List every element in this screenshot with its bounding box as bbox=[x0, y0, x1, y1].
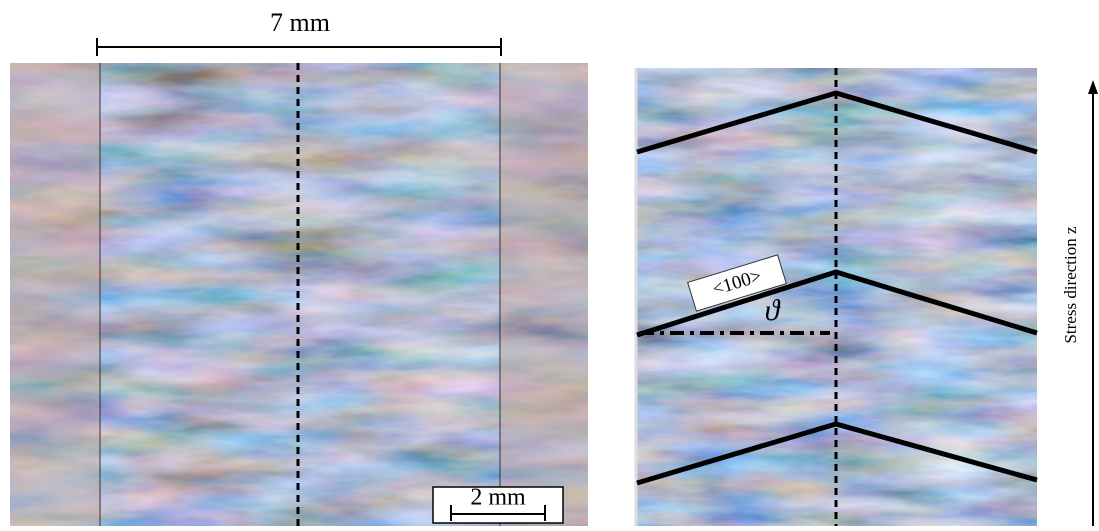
left-micrograph bbox=[10, 63, 588, 526]
axis-label: Stress direction z bbox=[1061, 226, 1080, 344]
angle-label: ϑ bbox=[765, 294, 782, 327]
side-overlay bbox=[500, 63, 588, 526]
scale-7mm: 7 mm bbox=[97, 8, 501, 56]
scale-label: 2 mm bbox=[470, 485, 526, 511]
figure: 7 mm 2 mm <100> ϑ Stress direction z bbox=[0, 0, 1099, 526]
stress-axis: Stress direction z bbox=[1061, 80, 1098, 526]
scale-2mm: 2 mm bbox=[433, 485, 563, 524]
side-overlay bbox=[10, 63, 100, 526]
right-micrograph: <100> ϑ bbox=[636, 68, 1037, 526]
scale-label: 7 mm bbox=[270, 8, 330, 37]
